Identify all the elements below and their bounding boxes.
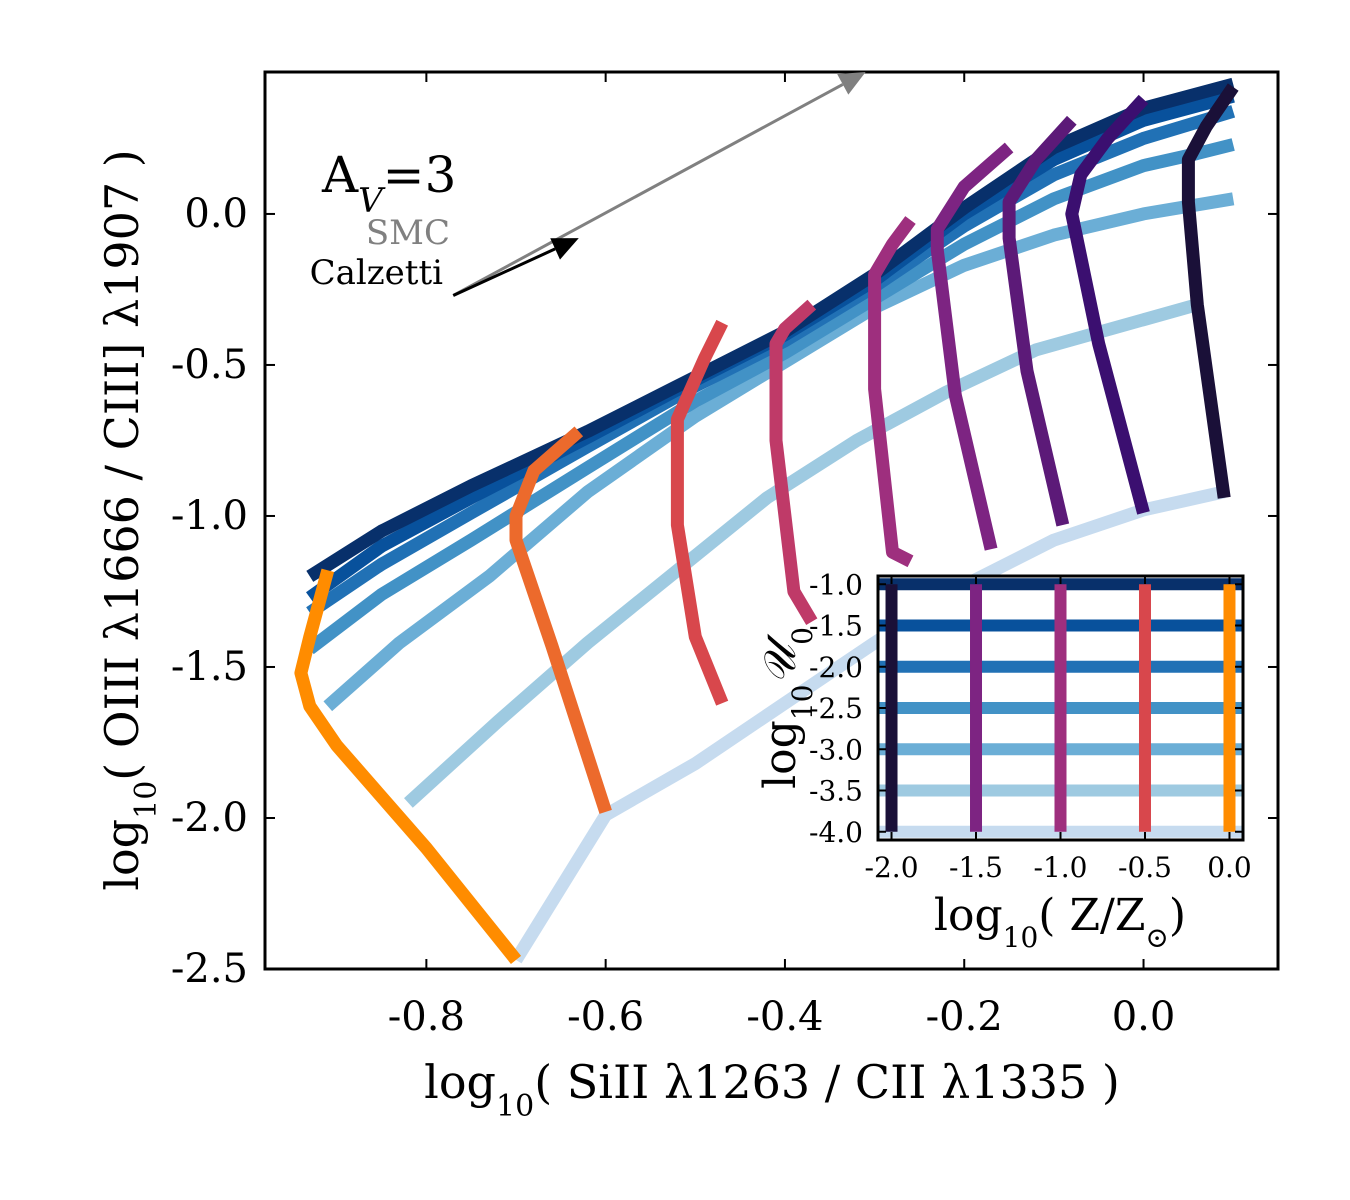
inset-y-tick-label: -4.0 bbox=[809, 816, 863, 849]
inset-axes: -2.0 -1.5 -1.0 -0.5 0.0-4.0-3.5-3.0-2.5-2.0-… bbox=[755, 568, 1252, 953]
calzetti-label: Calzetti bbox=[310, 253, 444, 293]
z-series-line bbox=[294, 568, 522, 964]
z-series-line bbox=[1065, 94, 1150, 515]
y-tick-label: 0.0 bbox=[184, 191, 248, 237]
main-frame bbox=[263, 70, 1280, 971]
inset-y-tick-label: -3.0 bbox=[809, 733, 863, 766]
u-series-line bbox=[404, 298, 1200, 808]
z-series-line bbox=[930, 142, 1014, 551]
smc-arrow-head bbox=[837, 72, 866, 95]
inset-y-tick-label: -3.5 bbox=[809, 775, 863, 808]
u-series-line bbox=[510, 485, 1226, 964]
inset-x-axis-label: log10( Z/Z⊙) bbox=[934, 890, 1186, 954]
inset-lines bbox=[878, 578, 1243, 838]
inset-y-tick-label: -2.5 bbox=[809, 692, 863, 725]
x-tick-label: -0.6 bbox=[567, 994, 644, 1040]
y-tick-label: -1.0 bbox=[171, 493, 248, 539]
z-series-line bbox=[1002, 115, 1077, 527]
inset-y-tick-label: -2.0 bbox=[809, 651, 863, 684]
x-tick-label: -0.4 bbox=[746, 994, 823, 1040]
calzetti-arrow-head bbox=[550, 238, 579, 260]
u-series-line bbox=[305, 138, 1235, 655]
inset-x-tick-label: -2.0 bbox=[865, 851, 919, 884]
z-series-line bbox=[1181, 83, 1239, 499]
x-axis-label: log10( SiII λ1263 / CII λ1335 ) bbox=[424, 1055, 1120, 1124]
inset-ticks: -2.0 -1.5 -1.0 -0.5 0.0-4.0-3.5-3.0-2.5-2.0-… bbox=[809, 568, 1252, 884]
u-series-line bbox=[323, 192, 1235, 712]
y-tick-label: -1.5 bbox=[171, 644, 248, 690]
z-series-line bbox=[509, 426, 612, 814]
inset-x-tick-label: -1.0 bbox=[1034, 851, 1088, 884]
inset-x-tick-label: 0.0 bbox=[1207, 851, 1252, 884]
y-tick-label: -0.5 bbox=[171, 342, 248, 388]
inset-x-tick-label: -1.5 bbox=[949, 851, 1003, 884]
main-ticks: -0.8 -0.6 -0.4 -0.2 0.0 -2.5 -2.0 -1.5 -1.0 -0.5 0… bbox=[171, 72, 1278, 1040]
inset-y-tick-label: -1.0 bbox=[809, 568, 863, 601]
y-tick-label: -2.5 bbox=[171, 946, 248, 992]
z-series-line bbox=[769, 299, 818, 626]
y-axis-label: log10( OIII λ1666 / CIII] λ1907 ) bbox=[95, 149, 164, 891]
extinction-arrows bbox=[452, 72, 866, 297]
inset-y-axis-label: log10𝒰0 bbox=[755, 627, 819, 789]
x-tick-label: 0.0 bbox=[1112, 994, 1176, 1040]
x-tick-label: -0.8 bbox=[388, 994, 465, 1040]
main-lines bbox=[294, 77, 1239, 964]
smc-label: SMC bbox=[366, 213, 450, 253]
inset-x-tick-label: -0.5 bbox=[1118, 851, 1172, 884]
z-series-line bbox=[670, 319, 729, 706]
x-tick-label: -0.2 bbox=[926, 994, 1003, 1040]
smc-arrow-shaft bbox=[452, 83, 844, 297]
z-series-line bbox=[868, 216, 916, 568]
inset-y-tick-label: -1.5 bbox=[809, 610, 863, 643]
y-tick-label: -2.0 bbox=[171, 795, 248, 841]
av-label: AV=3 bbox=[321, 146, 456, 221]
calzetti-arrow-shaft bbox=[452, 247, 556, 297]
main-axes: -0.8 -0.6 -0.4 -0.2 0.0 -2.5 -2.0 -1.5 -1.0 -0.5 0… bbox=[171, 70, 1280, 1040]
